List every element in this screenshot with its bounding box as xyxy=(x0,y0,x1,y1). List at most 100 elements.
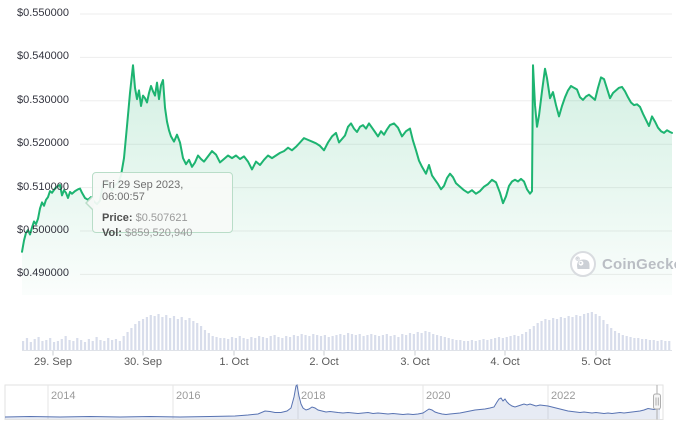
volume-bar xyxy=(435,335,439,350)
volume-bar xyxy=(447,338,450,350)
volume-bar xyxy=(165,315,168,350)
volume-bar xyxy=(613,331,617,350)
volume-bar xyxy=(532,326,535,350)
navigator-handle-grip-box[interactable] xyxy=(653,393,661,410)
volume-bar xyxy=(617,333,621,350)
volume-bar xyxy=(397,337,400,350)
volume-bar xyxy=(552,318,555,350)
navigator-year-label: 2018 xyxy=(301,390,326,402)
volume-bar xyxy=(350,334,354,350)
volume-bar xyxy=(250,337,253,350)
volume-bar xyxy=(246,339,249,350)
navigator[interactable] xyxy=(4,383,664,420)
volume-bar xyxy=(300,334,303,350)
volume-bar xyxy=(528,329,532,350)
volume-bar xyxy=(621,335,624,350)
volume-bar xyxy=(579,316,582,350)
tooltip-price-value: $0.507621 xyxy=(135,212,188,224)
volume-bar xyxy=(428,332,431,350)
volume-bar xyxy=(145,317,149,350)
volume-bar xyxy=(664,341,667,350)
volume-bar xyxy=(273,335,276,350)
x-axis-label: 5. Oct xyxy=(581,356,611,368)
volume-bar xyxy=(497,337,501,350)
navigator-year-label: 2016 xyxy=(176,390,201,402)
volume-bar xyxy=(41,341,44,350)
volume-bar xyxy=(323,335,326,350)
volume-bar xyxy=(536,323,539,350)
volume-bar xyxy=(416,332,419,350)
volume-bar xyxy=(157,314,160,350)
navigator-handle[interactable] xyxy=(653,393,661,410)
volume-bar xyxy=(285,336,288,350)
tooltip-volume-row: Vol: $859,520,940 xyxy=(102,226,223,241)
volume-bar xyxy=(509,336,512,350)
volume-bar xyxy=(358,334,361,350)
volume-bar xyxy=(637,338,640,350)
volume-bar xyxy=(254,338,257,350)
volume-bar xyxy=(567,316,570,350)
volume-bar xyxy=(184,320,187,350)
volume-bar xyxy=(64,336,67,350)
volume-bar xyxy=(563,318,566,350)
volume-bar xyxy=(521,334,524,350)
volume-bar xyxy=(95,337,98,350)
volume-bar xyxy=(60,339,63,350)
volume-bar xyxy=(339,334,342,350)
volume-bar xyxy=(281,338,284,350)
volume-bar xyxy=(161,317,164,350)
volume-bar xyxy=(443,337,446,350)
volume-bar xyxy=(656,341,659,350)
volume-bar xyxy=(149,315,152,350)
volume-bar xyxy=(22,341,25,350)
volume-bars xyxy=(22,312,671,350)
volume-bar xyxy=(327,337,330,350)
volume-bar xyxy=(555,319,559,350)
volume-bar xyxy=(385,334,388,350)
volume-bar xyxy=(641,339,644,350)
volume-bar xyxy=(377,336,381,350)
volume-bar xyxy=(80,340,83,350)
volume-bar xyxy=(505,337,508,350)
volume-bar xyxy=(575,315,578,350)
volume-bar xyxy=(72,341,75,350)
volume-bar xyxy=(196,323,199,350)
tooltip-price-label: Price: xyxy=(102,212,133,224)
volume-bar xyxy=(265,338,268,350)
coingecko-watermark-text: CoinGecko xyxy=(602,255,676,273)
volume-bar xyxy=(172,316,176,350)
volume-bar xyxy=(118,341,121,350)
x-axis-label: 4. Oct xyxy=(490,356,520,368)
volume-bar xyxy=(169,318,172,350)
x-axis-label: 30. Sep xyxy=(124,356,162,368)
volume-bar xyxy=(470,340,474,350)
volume-bar xyxy=(99,340,102,350)
volume-bar xyxy=(524,332,528,350)
volume-bar xyxy=(517,336,520,350)
navigator-area xyxy=(5,385,660,419)
volume-bar xyxy=(242,338,245,350)
volume-bar xyxy=(393,335,396,350)
coingecko-watermark[interactable]: CoinGecko xyxy=(570,251,676,277)
x-axis-label: 2. Oct xyxy=(309,356,339,368)
volume-bar xyxy=(114,339,118,350)
volume-bar xyxy=(288,337,292,350)
volume-bar xyxy=(602,320,605,350)
volume-bar xyxy=(304,335,307,350)
x-axis-label: 29. Sep xyxy=(34,356,72,368)
volume-bar xyxy=(230,337,234,350)
tooltip-volume-label: Vol: xyxy=(102,227,122,239)
volume-bar xyxy=(432,334,435,350)
volume-bar xyxy=(227,339,230,350)
volume-bar xyxy=(211,336,214,350)
volume-bar xyxy=(389,336,392,350)
volume-bar xyxy=(29,342,32,350)
volume-bar xyxy=(207,333,210,350)
navigator-outline xyxy=(4,384,664,420)
x-axis-label: 1. Oct xyxy=(219,356,249,368)
y-axis-label: $0.530000 xyxy=(17,93,69,106)
tooltip-date: Fri 29 Sep 2023, 06:00:57 xyxy=(102,179,184,203)
volume-bar xyxy=(474,341,477,350)
volume-bar xyxy=(548,320,551,350)
